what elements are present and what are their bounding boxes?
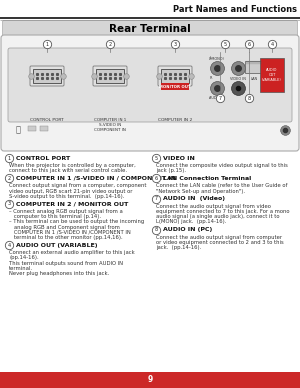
Text: 3: 3	[173, 42, 177, 47]
Text: equipment connected to 7 to this jack. For a mono: equipment connected to 7 to this jack. F…	[156, 209, 290, 214]
FancyBboxPatch shape	[1, 35, 299, 151]
Text: (pp.14-16).: (pp.14-16).	[9, 255, 39, 260]
Text: 1: 1	[45, 42, 49, 47]
Text: COMPUTER IN 1 /S-VIDEO IN / COMPONENT IN: COMPUTER IN 1 /S-VIDEO IN / COMPONENT IN	[16, 176, 176, 181]
Text: terminal to the other monitor (pp.14,16).: terminal to the other monitor (pp.14,16)…	[9, 235, 123, 240]
Text: R: R	[210, 76, 212, 80]
Text: 2: 2	[108, 42, 112, 47]
Text: L(MONO): L(MONO)	[209, 57, 225, 61]
Text: audio signal (a single audio jack), connect it to: audio signal (a single audio jack), conn…	[156, 214, 280, 219]
Text: COMPUTER IN 2 / MONITOR OUT: COMPUTER IN 2 / MONITOR OUT	[16, 201, 128, 206]
Text: AUDIO IN  (Video): AUDIO IN (Video)	[163, 196, 225, 201]
Text: 1: 1	[8, 156, 10, 161]
Text: AUDIO IN (PC): AUDIO IN (PC)	[163, 227, 212, 232]
Text: – Connect analog RGB output signal from a: – Connect analog RGB output signal from …	[9, 209, 123, 214]
Text: computer to this terminal (p.14).: computer to this terminal (p.14).	[9, 214, 101, 219]
Text: Connect output signal from a computer, component: Connect output signal from a computer, c…	[9, 184, 146, 189]
Text: AUDIO IN: AUDIO IN	[209, 96, 225, 100]
Text: Connect the audio output signal from computer: Connect the audio output signal from com…	[156, 235, 282, 240]
Text: "Network Set-up and Operation").: "Network Set-up and Operation").	[156, 189, 245, 194]
Bar	[28, 126, 36, 131]
Text: video output, RGB scart 21-pin video output or: video output, RGB scart 21-pin video out…	[9, 189, 133, 194]
Text: or video equipment connected to 2 and 3 to this: or video equipment connected to 2 and 3 …	[156, 240, 284, 245]
Text: COMPUTER IN 1 /S-VIDEO IN /COMPONENT IN: COMPUTER IN 1 /S-VIDEO IN /COMPONENT IN	[9, 230, 131, 235]
Bar	[96, 69, 124, 83]
Text: Connect an external audio amplifier to this jack: Connect an external audio amplifier to t…	[9, 250, 135, 255]
Text: 7: 7	[218, 95, 222, 100]
Text: 4: 4	[8, 243, 10, 248]
Bar	[33, 69, 61, 83]
Text: COMPUTER IN 2: COMPUTER IN 2	[158, 118, 192, 122]
Text: Never plug headphones into this jack.: Never plug headphones into this jack.	[9, 271, 109, 276]
Text: 6: 6	[154, 176, 158, 181]
Text: LAN: LAN	[250, 77, 258, 81]
Text: MONITOR OUT: MONITOR OUT	[159, 85, 191, 88]
Text: COMPUTER IN 1
S-VIDEO IN
COMPONENT IN: COMPUTER IN 1 S-VIDEO IN COMPONENT IN	[94, 118, 126, 132]
Text: 6: 6	[248, 42, 250, 47]
Text: 8: 8	[154, 227, 158, 232]
Text: connect to this jack with serial control cable.: connect to this jack with serial control…	[9, 168, 127, 173]
Text: LAN Connection Terminal: LAN Connection Terminal	[163, 176, 251, 181]
Text: VIDEO IN: VIDEO IN	[163, 156, 195, 161]
Text: When the projector is controlled by a computer,: When the projector is controlled by a co…	[9, 163, 136, 168]
Bar	[0, 372, 300, 388]
Text: – This terminal can be used to output the incoming: – This terminal can be used to output th…	[9, 219, 144, 224]
Text: Rear Terminal: Rear Terminal	[109, 24, 191, 34]
Text: AUDIO OUT (VARIABLE): AUDIO OUT (VARIABLE)	[16, 243, 98, 248]
Bar	[260, 58, 284, 92]
Text: S-video output to this terminal.  (pp.14-16).: S-video output to this terminal. (pp.14-…	[9, 194, 124, 199]
Text: 7: 7	[154, 196, 158, 201]
Text: 5: 5	[154, 156, 158, 161]
Text: 9: 9	[147, 376, 153, 385]
Bar	[161, 69, 189, 83]
Text: terminal.: terminal.	[9, 266, 33, 271]
Text: 2: 2	[8, 176, 10, 181]
Bar	[245, 61, 263, 73]
Text: L: L	[210, 56, 212, 60]
Text: 5: 5	[224, 42, 226, 47]
Text: Connect the LAN cable (refer to the User Guide of: Connect the LAN cable (refer to the User…	[156, 184, 287, 189]
Text: CONTROL PORT: CONTROL PORT	[16, 156, 70, 161]
Text: CONTROL PORT: CONTROL PORT	[30, 118, 64, 122]
Text: Connect the audio output signal from video: Connect the audio output signal from vid…	[156, 204, 271, 209]
Text: jack.  (pp.14-16).: jack. (pp.14-16).	[156, 245, 201, 250]
Text: Connect the composite video output signal to this: Connect the composite video output signa…	[156, 163, 288, 168]
Text: L(MONO) jack.  (pp.14-16).: L(MONO) jack. (pp.14-16).	[156, 219, 226, 224]
Text: 4: 4	[270, 42, 274, 47]
Bar	[161, 83, 189, 90]
Text: This terminal outputs sound from AUDIO IN: This terminal outputs sound from AUDIO I…	[9, 261, 123, 266]
Text: jack (p.15).: jack (p.15).	[156, 168, 186, 173]
FancyBboxPatch shape	[2, 21, 298, 38]
Text: AUDIO
OUT
(VARIABLE): AUDIO OUT (VARIABLE)	[262, 68, 282, 82]
Text: Part Names and Functions: Part Names and Functions	[173, 5, 297, 14]
Text: 8: 8	[248, 95, 250, 100]
FancyBboxPatch shape	[8, 48, 292, 122]
Bar	[40, 126, 48, 131]
Text: ⚿: ⚿	[16, 125, 20, 135]
Text: VIDEO IN: VIDEO IN	[230, 77, 246, 81]
Text: 3: 3	[8, 201, 10, 206]
Text: analog RGB and Component signal from: analog RGB and Component signal from	[9, 225, 120, 230]
